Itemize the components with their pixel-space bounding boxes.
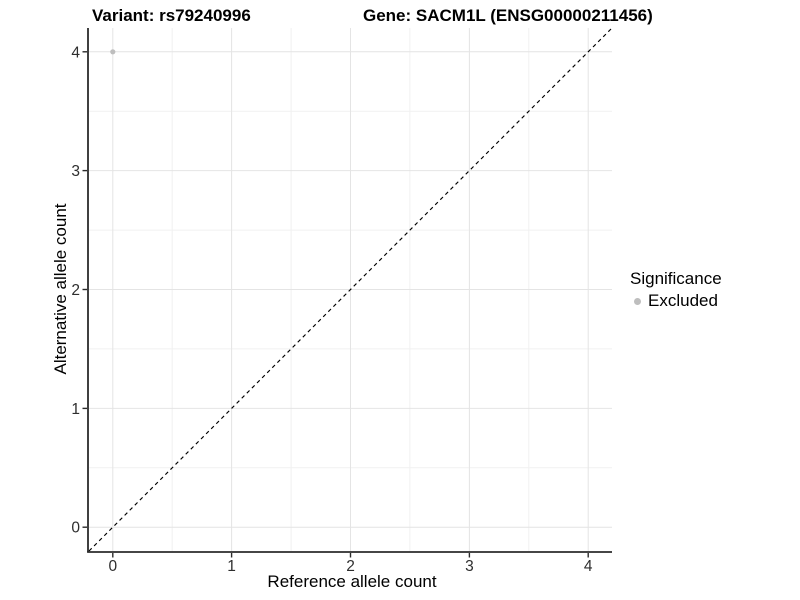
legend-item-label: Excluded (648, 291, 718, 310)
x-tick-label: 4 (584, 558, 593, 575)
excluded-point-swatch (634, 297, 641, 305)
identity-reference-line (88, 27, 613, 552)
x-tick-label: 0 (108, 558, 117, 575)
x-tick-label: 2 (346, 558, 355, 575)
y-tick-label: 3 (71, 163, 80, 180)
y-axis-title: Alternative allele count (51, 203, 70, 375)
data-point (110, 49, 116, 55)
x-tick-label: 3 (465, 558, 474, 575)
gene-title: Gene: SACM1L (ENSG00000211456) (363, 6, 653, 25)
legend: Significance Excluded (630, 268, 722, 311)
legend-item-excluded: Excluded (634, 291, 722, 311)
y-tick-label: 4 (71, 44, 80, 61)
legend-title: Significance (630, 269, 722, 288)
y-tick-label: 2 (71, 282, 80, 299)
x-tick-label: 1 (227, 558, 236, 575)
variant-title: Variant: rs79240996 (92, 6, 251, 25)
x-axis-title: Reference allele count (267, 572, 437, 591)
y-tick-label: 1 (71, 401, 80, 418)
y-tick-label: 0 (71, 520, 80, 537)
